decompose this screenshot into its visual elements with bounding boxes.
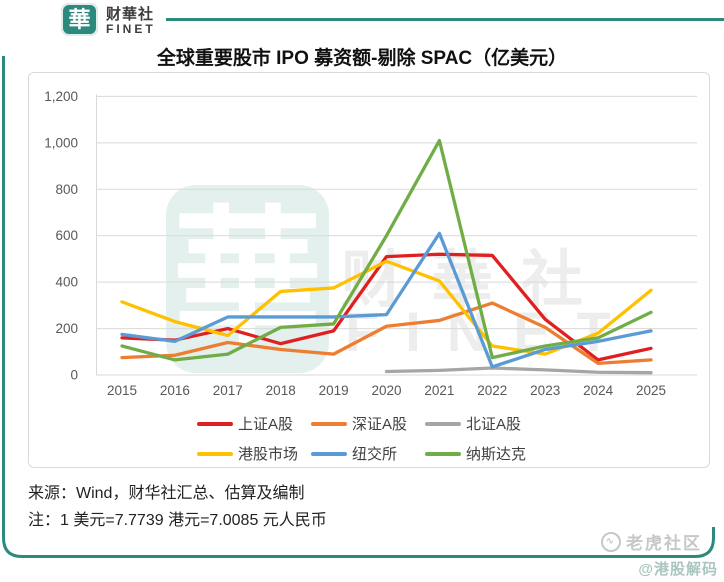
legend-marker bbox=[425, 451, 461, 456]
x-axis-tick-label: 2015 bbox=[107, 383, 137, 398]
series-line-4 bbox=[120, 231, 653, 369]
page-title: 全球重要股市 IPO 募资额-剔除 SPAC（亿美元） bbox=[156, 48, 568, 69]
legend-item-3: 港股市场 bbox=[197, 443, 311, 464]
y-axis-tick-label: 600 bbox=[55, 228, 78, 243]
legend-marker bbox=[311, 451, 347, 456]
community-watermark-label: 老虎社区 bbox=[626, 534, 702, 553]
legend-marker bbox=[311, 421, 347, 426]
community-watermark: ∿ 老虎社区 bbox=[601, 529, 702, 554]
y-axis-tick-label: 1,200 bbox=[44, 89, 78, 104]
x-axis-tick-label: 2024 bbox=[583, 383, 614, 398]
y-axis-tick-label: 1,000 bbox=[44, 135, 78, 150]
legend-item-5: 纳斯达克 bbox=[425, 443, 526, 464]
legend-label: 纳斯达克 bbox=[466, 446, 527, 463]
logo-glyph: 華 bbox=[68, 6, 91, 32]
x-axis-tick-label: 2022 bbox=[477, 383, 507, 398]
legend-marker bbox=[425, 421, 461, 426]
legend-marker bbox=[197, 451, 233, 456]
legend-label: 上证A股 bbox=[238, 416, 294, 433]
x-axis-tick-label: 2019 bbox=[319, 383, 349, 398]
y-axis-tick-label: 800 bbox=[55, 182, 78, 197]
brand-name-en: FINET bbox=[106, 21, 156, 36]
x-axis-tick-label: 2023 bbox=[530, 383, 560, 398]
x-axis-tick-label: 2020 bbox=[371, 383, 401, 398]
chart-card: 華 财華社 FINET 0 200 400 600 800 1,000 1,200 2015 2… bbox=[28, 72, 710, 468]
legend-label: 深证A股 bbox=[352, 416, 408, 433]
brand-name-cn: 财華社 bbox=[106, 6, 155, 23]
line-chart: 0 200 400 600 800 1,000 1,200 2015 2016 2017 2018 2… bbox=[44, 89, 697, 398]
legend-label: 纽交所 bbox=[352, 446, 398, 463]
legend-label: 港股市场 bbox=[238, 446, 299, 463]
x-axis-tick-label: 2025 bbox=[636, 383, 666, 398]
y-axis-tick-label: 0 bbox=[70, 368, 78, 383]
legend-label: 北证A股 bbox=[466, 416, 522, 433]
x-axis-tick-label: 2016 bbox=[160, 383, 190, 398]
legend-item-4: 纽交所 bbox=[311, 443, 425, 464]
y-axis-tick-label: 400 bbox=[55, 275, 78, 290]
finet-logo: 華 bbox=[61, 3, 98, 36]
legend-item-1: 深证A股 bbox=[311, 413, 425, 434]
legend-item-0: 上证A股 bbox=[197, 413, 311, 434]
chart-legend: 上证A股 深证A股 北证A股港股市场 纽交所 纳斯达克 bbox=[197, 413, 526, 464]
handle-watermark: @港股解码 bbox=[638, 561, 718, 578]
legend-item-2: 北证A股 bbox=[425, 413, 526, 434]
x-axis-tick-label: 2017 bbox=[213, 383, 243, 398]
legend-marker bbox=[197, 421, 233, 426]
x-axis-tick-label: 2021 bbox=[424, 383, 454, 398]
x-axis-tick-label: 2018 bbox=[266, 383, 296, 398]
brand-name: 财華社 FINET bbox=[106, 7, 156, 35]
tiger-icon: ∿ bbox=[601, 531, 621, 552]
source-text: 来源：Wind，财华社汇总、估算及编制 bbox=[28, 485, 305, 502]
note-text: 注：1 美元=7.7739 港元=7.0085 元人民币 bbox=[28, 512, 327, 529]
series-line-2 bbox=[384, 366, 653, 375]
y-axis-tick-label: 200 bbox=[55, 321, 78, 336]
